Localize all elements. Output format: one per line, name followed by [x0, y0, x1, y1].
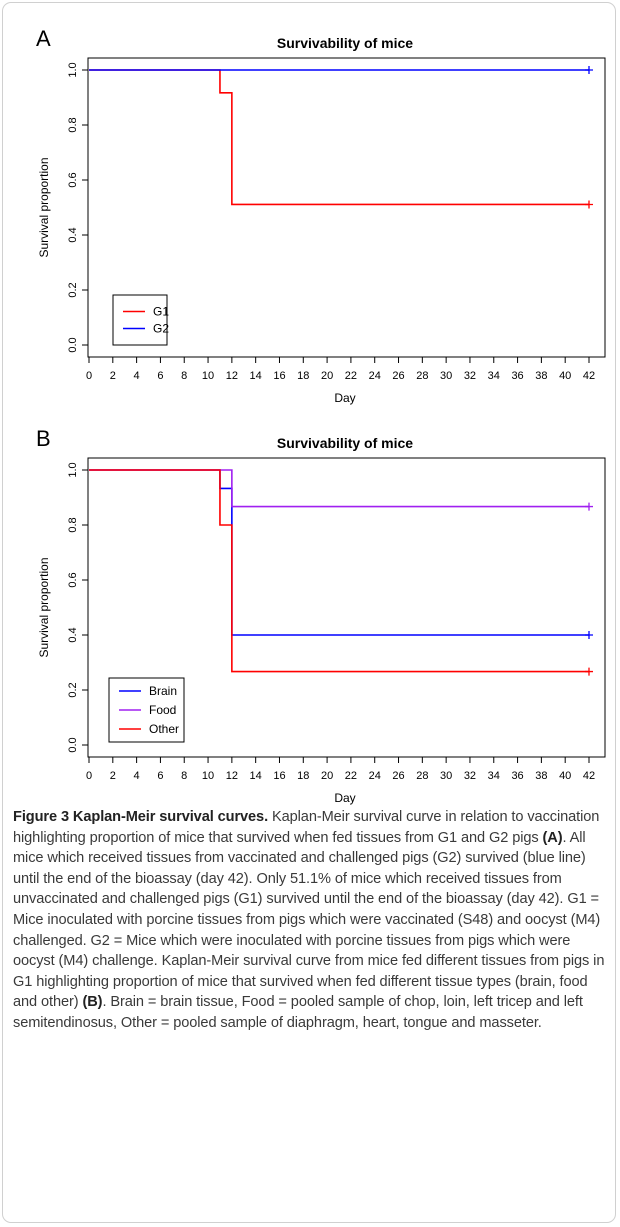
panel-a-legend-label-g2: G2 [153, 322, 169, 336]
panel-b-x-tick-label: 10 [202, 770, 214, 782]
panel-a-x-tick-label: 30 [440, 370, 452, 382]
panel-a-x-tick-label: 0 [86, 370, 92, 382]
panel-b-x-tick-label: 28 [416, 770, 428, 782]
panel-b-y-tick-label: 0.2 [67, 682, 79, 697]
panel-a-x-tick-label: 20 [321, 370, 333, 382]
panel-b-series-food-line [89, 469, 589, 508]
panel-a-letter: A [36, 26, 51, 51]
panel-a-x-tick-label: 34 [488, 370, 500, 382]
panel-a-series-g1-line [89, 69, 589, 206]
panel-a-plot-frame [87, 57, 606, 358]
panel-a-y-tick-label: 0.4 [67, 227, 79, 242]
caption-text-2: . All mice which received tissues from v… [13, 829, 605, 1011]
panel-a-x-tick-label: 8 [181, 370, 187, 382]
panel-b-legend-label-food: Food [149, 703, 176, 717]
panel-a-x-tick-label: 16 [273, 370, 285, 382]
panel-a-x-tick-label: 18 [297, 370, 309, 382]
panel-a-y-tick-label: 0.2 [67, 282, 79, 297]
panel-b-y-tick-label: 0.0 [67, 737, 79, 752]
panel-a-x-tick-label: 2 [110, 370, 116, 382]
panel-b-x-tick-label: 12 [226, 770, 238, 782]
panel-b-series-food-censor-mark [585, 502, 593, 511]
panel-a-x-tick-label: 4 [134, 370, 140, 382]
panel-b-x-tick-label: 32 [464, 770, 476, 782]
panel-b-x-tick-label: 30 [440, 770, 452, 782]
panel-b-x-tick-label: 22 [345, 770, 357, 782]
panel-a-x-tick-label: 42 [583, 370, 595, 382]
panel-a-x-tick-label: 14 [250, 370, 262, 382]
panel-b-legend-label-other: Other [149, 722, 179, 736]
panel-b-x-tick-label: 0 [86, 770, 92, 782]
panel-a-series-g2-censor-mark [585, 66, 593, 74]
panel-a-y-tick-label: 0.6 [67, 172, 79, 187]
panel-b-series-other-line [89, 469, 589, 673]
panel-b-series-other-censor-mark [585, 667, 593, 676]
panel-b-series-brain-line [89, 469, 589, 636]
panel-b-title: Survivability of mice [277, 435, 413, 451]
panel-b-x-tick-label: 24 [369, 770, 381, 782]
panel-a-x-tick-label: 24 [369, 370, 381, 382]
panel-b-x-tick-label: 38 [535, 770, 547, 782]
panel-b-y-tick-label: 0.8 [67, 517, 79, 532]
panel-a-x-tick-label: 40 [559, 370, 571, 382]
panel-b-x-tick-label: 20 [321, 770, 333, 782]
panel-b-x-tick-label: 8 [181, 770, 187, 782]
panel-b-y-tick-label: 1.0 [67, 462, 79, 477]
panel-b-letter: B [36, 426, 51, 451]
panel-b-plot-frame [87, 457, 606, 758]
panel-b-legend-label-brain: Brain [149, 684, 177, 698]
panel-a-series-g1-censor-mark [585, 200, 593, 209]
panel-a-x-tick-label: 32 [464, 370, 476, 382]
panel-b-x-tick-label: 16 [273, 770, 285, 782]
panel-a-x-tick-label: 22 [345, 370, 357, 382]
panel-a-x-tick-label: 38 [535, 370, 547, 382]
caption-title: Figure 3 Kaplan-Meir survival curves. [13, 809, 269, 825]
panel-a-legend-label-g1: G1 [153, 305, 169, 319]
panel-b-x-tick-label: 14 [250, 770, 262, 782]
panel-b-x-tick-label: 2 [110, 770, 116, 782]
panel-a-legend-box [112, 294, 168, 346]
panel-b-x-tick-label: 4 [134, 770, 140, 782]
panel-b-x-tick-label: 36 [511, 770, 523, 782]
panel-b-x-tick-label: 6 [157, 770, 163, 782]
caption-ref-a: (A) [542, 829, 563, 846]
panel-b-x-axis-title: Day [334, 791, 355, 805]
panel-b-y-axis-title: Survival proportion [37, 557, 51, 657]
panel-b-x-tick-label: 26 [392, 770, 404, 782]
caption-text-1: Kaplan-Meir survival curve in relation t… [13, 809, 600, 846]
panel-b-y-tick-label: 0.6 [67, 572, 79, 587]
panel-b-x-tick-label: 40 [559, 770, 571, 782]
panel-b-x-tick-label: 42 [583, 770, 595, 782]
panel-a-x-tick-label: 10 [202, 370, 214, 382]
panel-a-x-tick-label: 12 [226, 370, 238, 382]
panel-a-x-tick-label: 6 [157, 370, 163, 382]
panel-b-y-tick-label: 0.4 [67, 627, 79, 642]
panel-b-series-brain-censor-mark [585, 631, 593, 639]
panel-a-x-tick-label: 26 [392, 370, 404, 382]
caption-ref-b: (B) [82, 994, 103, 1011]
panel-a-x-axis-title: Day [334, 391, 355, 405]
panel-a-y-tick-label: 0.0 [67, 337, 79, 352]
panel-a-y-axis-title: Survival proportion [37, 157, 51, 257]
figure-caption: Figure 3 Kaplan-Meir survival curves. Ka… [13, 807, 609, 1034]
panel-a-y-tick-label: 0.8 [67, 117, 79, 132]
panel-a-x-tick-label: 36 [511, 370, 523, 382]
caption-text-3: . Brain = brain tissue, Food = pooled sa… [13, 994, 583, 1031]
panel-b-x-tick-label: 34 [488, 770, 500, 782]
panel-a-x-tick-label: 28 [416, 370, 428, 382]
panel-b-x-tick-label: 18 [297, 770, 309, 782]
panel-a-y-tick-label: 1.0 [67, 62, 79, 77]
panel-a-title: Survivability of mice [277, 35, 413, 51]
